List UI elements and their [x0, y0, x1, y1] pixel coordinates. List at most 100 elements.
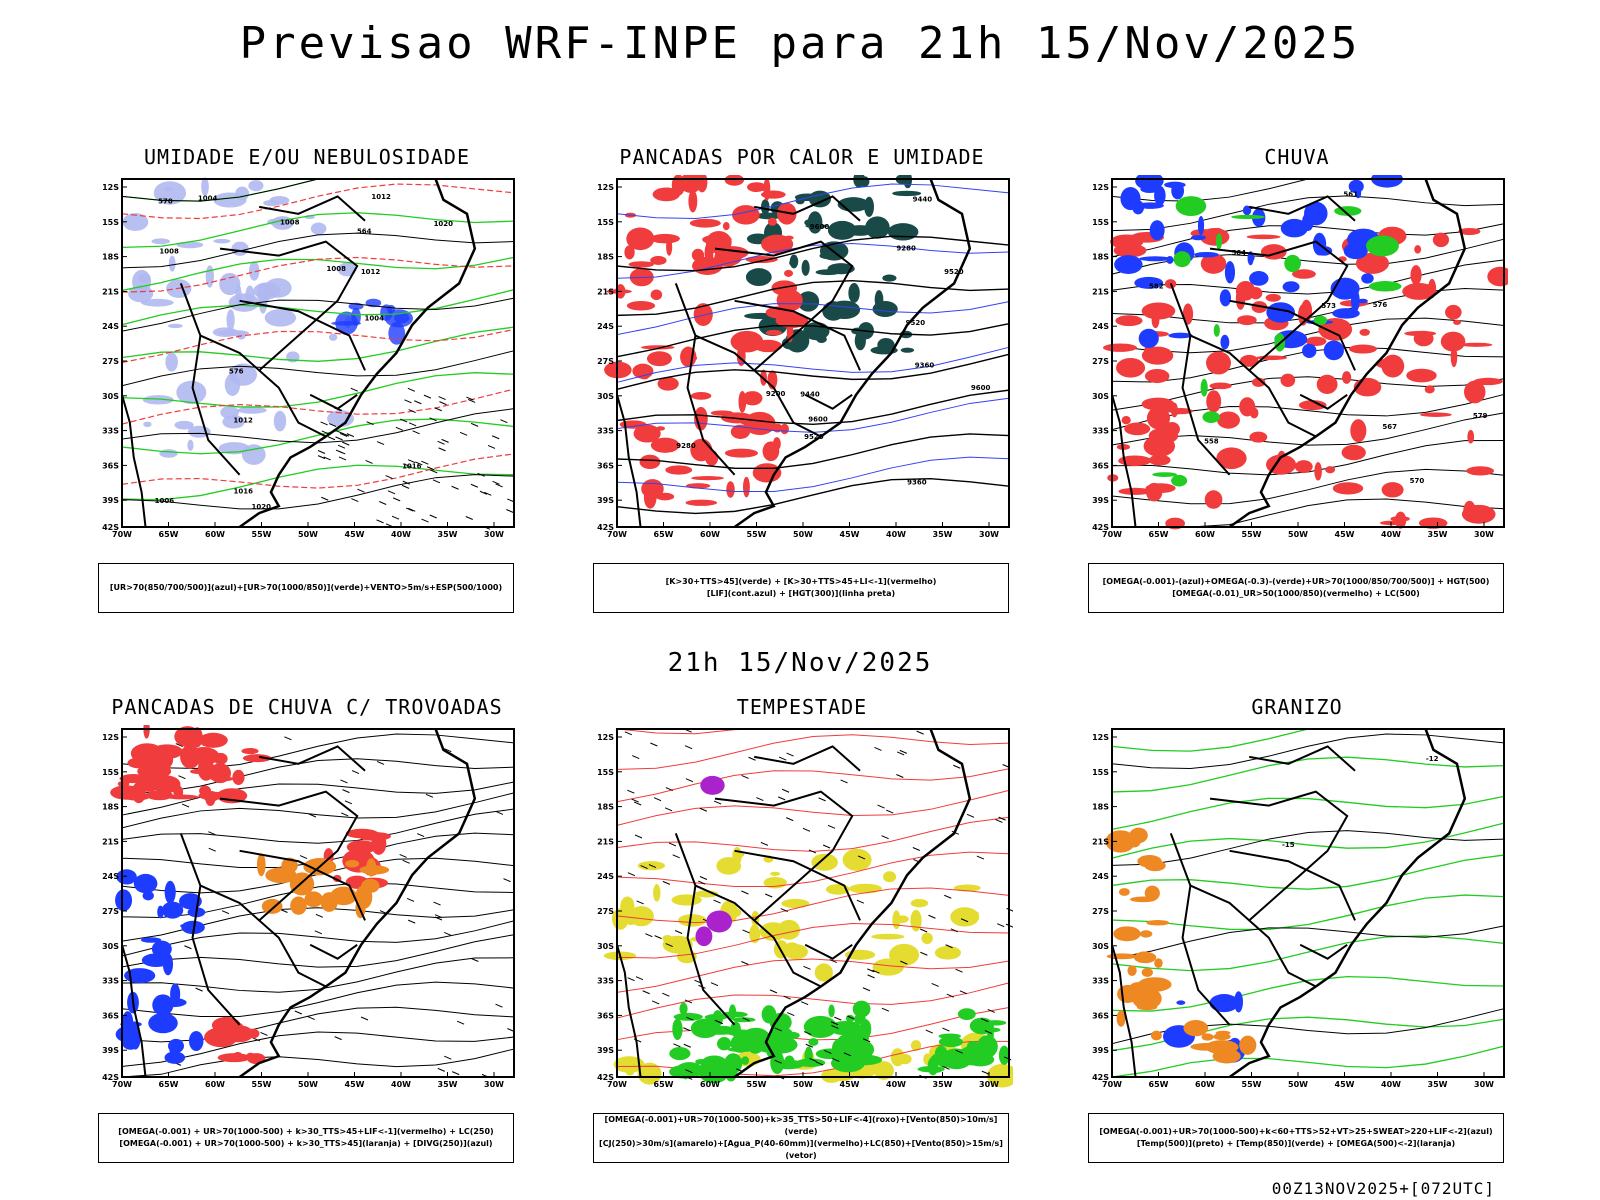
- omega-ur-area: [1141, 397, 1175, 411]
- wind-arrow: [437, 440, 445, 445]
- wind-vector: [662, 992, 670, 997]
- lon-tick-label: 60W: [1195, 530, 1215, 539]
- jet-area: [671, 894, 702, 906]
- wind-vector: [684, 745, 693, 750]
- streamline-arrow: [434, 914, 443, 919]
- wind-vector: [832, 1057, 840, 1062]
- wind850-area: [979, 1027, 1001, 1033]
- wind-arrow: [408, 409, 416, 414]
- lat-tick-label: 42S: [102, 523, 119, 532]
- contour-label: 570: [1410, 477, 1425, 485]
- streamline-arrow: [307, 1016, 315, 1021]
- hgt300-contour: [616, 235, 1010, 272]
- k-tts-li-area: [742, 476, 750, 498]
- k-tts-li-area: [628, 261, 654, 268]
- lon-tick-label: 45W: [840, 1080, 860, 1089]
- k-tts-li-area: [724, 448, 758, 458]
- lat-tick-label: 24S: [102, 872, 119, 881]
- wind-arrow: [342, 441, 350, 446]
- contour-label: 561: [1343, 191, 1358, 199]
- omega-area: [1332, 308, 1360, 319]
- thunder-area: [165, 794, 199, 800]
- jet-area: [934, 946, 962, 960]
- contour-label: 9280: [676, 442, 696, 450]
- omega-ur-area: [1450, 346, 1458, 368]
- wind850-area: [966, 1041, 980, 1053]
- thunder-area: [113, 787, 134, 794]
- thunder-area: [146, 790, 173, 801]
- temp500-contour: [1111, 925, 1505, 960]
- divg-area: [133, 873, 158, 894]
- k-tts-li-area: [726, 481, 735, 498]
- legend-line: [K>30+TTS>45](verde) + [K>30+TTS>45+LI<-…: [665, 577, 937, 586]
- omega-ur-area: [1144, 369, 1170, 384]
- lat-tick-label: 18S: [102, 253, 119, 262]
- panel-legend: [OMEGA(-0.001)+UR>70(1000-500)+k>35_TTS>…: [593, 1113, 1009, 1163]
- k-tts-li-area: [689, 218, 721, 228]
- omega-area: [1168, 332, 1193, 339]
- wind-arrow: [466, 396, 474, 401]
- jet-area: [624, 1060, 636, 1076]
- wind850-area: [795, 1058, 826, 1067]
- wind850-area: [803, 1015, 838, 1039]
- country-border: [734, 849, 861, 921]
- streamline-arrow: [437, 1067, 445, 1072]
- coastline-west: [616, 944, 642, 1078]
- country-border: [1229, 299, 1356, 371]
- wind-arrow: [487, 444, 496, 449]
- thunder-area: [241, 747, 259, 755]
- country-border: [1189, 334, 1317, 438]
- streamline: [121, 758, 515, 794]
- omega-area: [1249, 271, 1269, 286]
- streamline-arrow: [444, 748, 452, 753]
- wind-vector: [654, 935, 662, 940]
- omega-ur-area: [1464, 380, 1486, 404]
- k-tts-area: [755, 212, 784, 220]
- rh-upper-area: [205, 265, 214, 288]
- wind-vector: [741, 890, 749, 895]
- lat-tick-label: 36S: [597, 461, 614, 470]
- lon-tick-label: 55W: [1242, 1080, 1262, 1089]
- lon-tick-label: 40W: [886, 1080, 906, 1089]
- wind-vector: [802, 827, 811, 832]
- wind-arrow: [441, 438, 449, 443]
- wind-arrow: [391, 515, 400, 520]
- wind-vector: [804, 1031, 812, 1036]
- temp850-contour: [1111, 894, 1505, 931]
- divg-area: [164, 880, 176, 904]
- thunder-area: [119, 774, 148, 784]
- country-border: [179, 283, 241, 476]
- streamline-arrow: [376, 760, 385, 765]
- pressure-contour: [121, 297, 515, 332]
- omega-ur-area: [1124, 422, 1151, 436]
- k-tts-li-area: [626, 227, 655, 251]
- wind-arrow: [500, 419, 508, 424]
- streamline: [121, 882, 515, 918]
- country-border: [239, 299, 366, 371]
- thunder-orange-area: [261, 898, 283, 914]
- lat-tick-label: 30S: [1092, 942, 1109, 951]
- omega-area: [1114, 255, 1143, 274]
- omega-ur-area: [1305, 336, 1327, 346]
- k-tts-li-area: [650, 255, 667, 266]
- omega-area: [1197, 215, 1205, 236]
- wind-vector: [742, 1017, 750, 1022]
- omega-ur-area: [1445, 304, 1462, 320]
- wind-vector: [748, 756, 756, 761]
- k-tts-area: [745, 268, 772, 287]
- omega-strong-area: [1202, 411, 1220, 423]
- country-border: [694, 334, 822, 438]
- coastline-west: [1111, 394, 1137, 528]
- panel-chuva: CHUVA 12S 15S 18S 21S 24S 27S 30S 33S 36S 39S 42S 7…: [1086, 145, 1508, 615]
- lon-tick-label: 60W: [205, 1080, 225, 1089]
- thunder-orange-area: [361, 878, 380, 893]
- wind-arrow: [317, 450, 326, 454]
- contour-label: 1012: [371, 193, 391, 201]
- contour-label: 9520: [906, 319, 926, 327]
- jet-area: [895, 915, 909, 923]
- thickness-contour: [121, 183, 515, 220]
- wind-arrow: [327, 436, 336, 441]
- wind-arrow: [438, 396, 446, 401]
- omega-area: [1219, 289, 1232, 307]
- wind-vector: [642, 990, 650, 995]
